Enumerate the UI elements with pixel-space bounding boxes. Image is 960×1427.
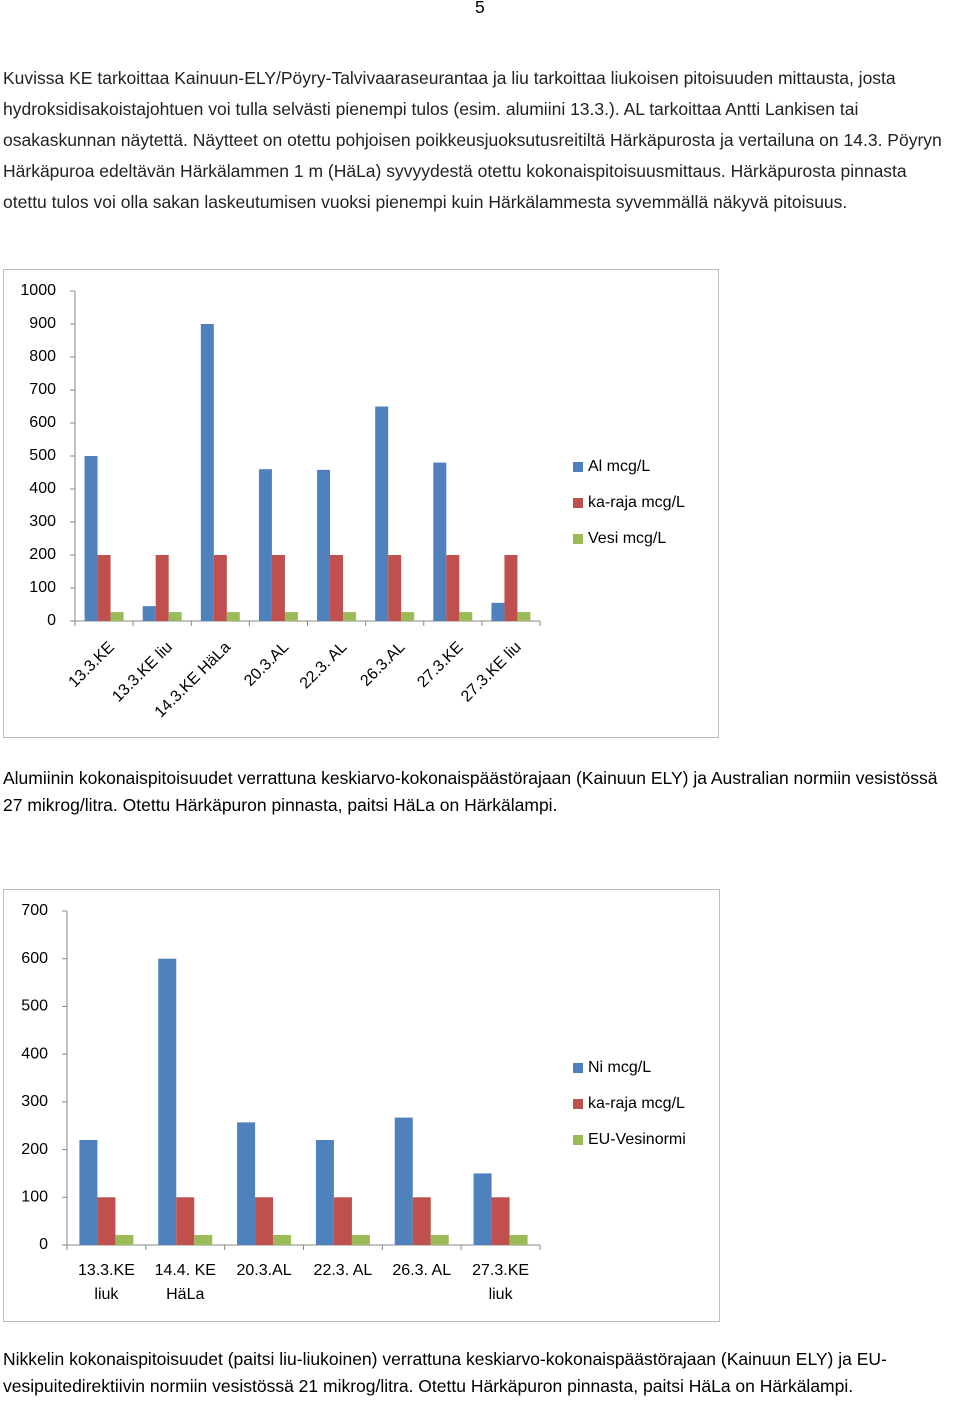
bar	[517, 612, 531, 621]
legend-label: Ni mcg/L	[588, 1059, 651, 1076]
chart-frame	[3, 889, 720, 1322]
x-tick-label: 13.3.KE liuk	[77, 1262, 135, 1303]
bar	[176, 1197, 195, 1245]
bar	[194, 1234, 213, 1245]
bar	[412, 1197, 431, 1245]
y-tick-label: 300	[21, 1093, 48, 1110]
bar	[509, 1234, 528, 1245]
y-tick-label: 700	[29, 381, 56, 398]
legend-swatch	[573, 498, 583, 508]
bar	[333, 1197, 352, 1245]
x-tick-label: 20.3.AL	[241, 639, 292, 690]
y-tick-label: 500	[29, 447, 56, 464]
x-tick-label: 27.3.KE liuk	[472, 1262, 530, 1303]
bar	[394, 1117, 413, 1245]
y-tick-label: 100	[29, 579, 56, 596]
bar	[315, 1140, 334, 1245]
y-tick-label: 800	[29, 348, 56, 365]
bar	[258, 469, 272, 621]
y-tick-label: 400	[21, 1045, 48, 1062]
bar	[115, 1234, 134, 1245]
bar	[142, 606, 156, 621]
caption: Alumiinin kokonaispitoisuudet verrattuna…	[3, 768, 938, 815]
bar	[433, 462, 447, 621]
y-tick-label: 1000	[20, 282, 56, 299]
chart-frame	[3, 269, 719, 738]
intro-text: Kuvissa KE tarkoittaa Kainuun-ELY/Pöyry-…	[3, 68, 942, 212]
bar	[200, 324, 214, 621]
y-tick-label: 700	[21, 902, 48, 919]
y-tick-label: 0	[39, 1236, 48, 1253]
bar	[317, 469, 331, 621]
legend-label: ka-raja mcg/L	[588, 1095, 685, 1112]
bar	[155, 555, 169, 621]
y-tick-label: 400	[29, 480, 56, 497]
bar	[158, 958, 177, 1245]
x-tick-label: 26.3.AL	[357, 639, 408, 690]
bar	[446, 555, 460, 621]
bar	[97, 555, 111, 621]
legend-swatch	[573, 1099, 583, 1109]
bar	[237, 1122, 256, 1245]
bar	[271, 555, 285, 621]
y-tick-label: 500	[21, 998, 48, 1015]
legend-label: Al mcg/L	[588, 458, 650, 475]
bar	[226, 612, 240, 621]
legend-label: ka-raja mcg/L	[588, 494, 685, 511]
bar	[401, 612, 415, 621]
bar	[330, 555, 344, 621]
bar	[255, 1197, 274, 1245]
bar	[491, 1197, 510, 1245]
bar	[84, 456, 98, 621]
bar	[110, 612, 124, 621]
x-tick-label: 14.4. KE HäLa	[154, 1262, 216, 1303]
legend-swatch	[573, 1135, 583, 1145]
bar	[491, 602, 505, 621]
y-tick-label: 0	[47, 612, 56, 629]
x-tick-label: 22.3. AL	[297, 639, 351, 693]
x-tick-label: 27.3.KE liu	[458, 639, 525, 706]
bar	[351, 1234, 370, 1245]
legend-label: Vesi mcg/L	[588, 530, 666, 547]
y-tick-label: 600	[21, 950, 48, 967]
y-tick-label: 200	[21, 1141, 48, 1158]
x-tick-label: 20.3.AL	[236, 1262, 292, 1279]
bar	[343, 612, 357, 621]
bar	[504, 555, 518, 621]
bar	[473, 1173, 492, 1245]
bar	[213, 555, 227, 621]
legend-label: EU-Vesinormi	[588, 1131, 686, 1148]
x-tick-label: 22.3. AL	[313, 1262, 373, 1279]
bar	[375, 406, 389, 621]
bar	[79, 1140, 98, 1245]
x-tick-label: 13.3.KE	[66, 639, 118, 691]
y-tick-label: 900	[29, 315, 56, 332]
legend-swatch	[573, 1063, 583, 1073]
y-tick-label: 600	[29, 414, 56, 431]
x-tick-label: 27.3.KE	[414, 639, 466, 691]
bar	[168, 612, 182, 621]
bar	[284, 612, 298, 621]
legend-swatch	[573, 534, 583, 544]
x-tick-label: 26.3. AL	[392, 1262, 452, 1279]
bar	[388, 555, 402, 621]
bar	[430, 1234, 449, 1245]
bar	[273, 1234, 292, 1245]
y-tick-label: 100	[21, 1189, 48, 1206]
y-tick-label: 300	[29, 513, 56, 530]
caption: Nikkelin kokonaispitoisuudet (paitsi liu…	[3, 1349, 887, 1396]
bar	[97, 1197, 116, 1245]
y-tick-label: 200	[29, 546, 56, 563]
legend-swatch	[573, 462, 583, 472]
page-number: 5	[475, 0, 485, 17]
bar	[459, 612, 473, 621]
